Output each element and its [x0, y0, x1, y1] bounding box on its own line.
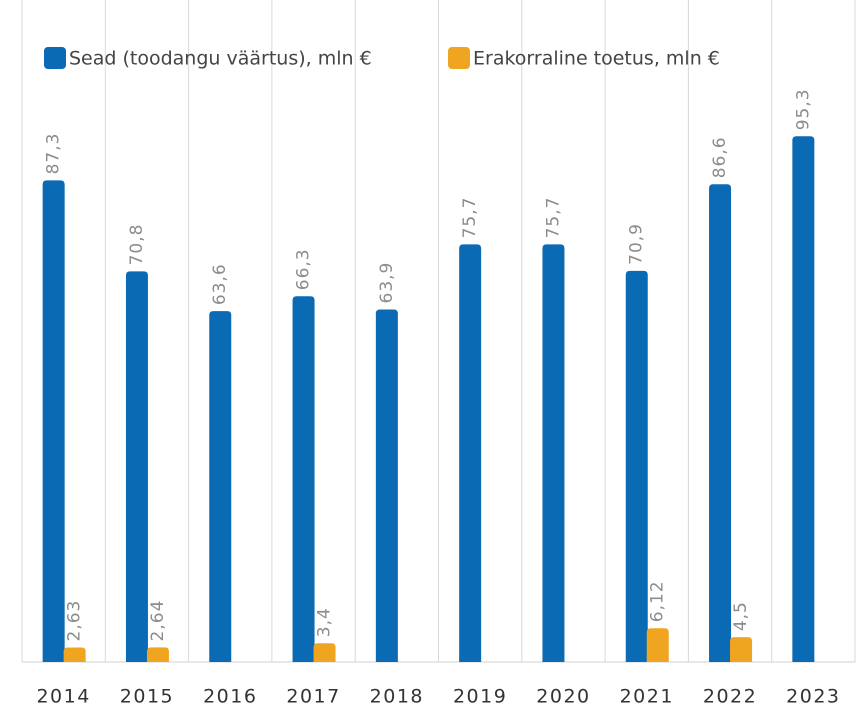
bar	[459, 244, 482, 662]
value-label: 4,5	[731, 601, 751, 631]
legend-swatch	[44, 47, 66, 69]
bar	[625, 270, 648, 662]
value-label: 63,6	[210, 263, 230, 305]
bar	[646, 628, 669, 662]
bar	[313, 643, 336, 662]
bar	[292, 296, 315, 662]
bar	[42, 180, 65, 662]
legend-label: Sead (toodangu väärtus), mln €	[69, 48, 372, 70]
x-tick-label: 2021	[620, 686, 674, 708]
x-tick-label: 2015	[120, 686, 174, 708]
value-label: 63,9	[377, 262, 397, 304]
value-label: 2,63	[65, 600, 85, 642]
value-label: 70,9	[627, 223, 647, 265]
bar	[542, 244, 565, 662]
value-label: 95,3	[793, 88, 813, 130]
bar	[375, 309, 398, 662]
x-tick-label: 2016	[203, 686, 257, 708]
x-tick-label: 2018	[370, 686, 424, 708]
value-label: 6,12	[648, 580, 668, 622]
x-tick-label: 2014	[36, 686, 90, 708]
bar	[792, 136, 815, 663]
bar	[709, 184, 732, 663]
value-label: 86,6	[710, 136, 730, 178]
x-tick-label: 2023	[786, 686, 840, 708]
value-label: 66,3	[294, 248, 314, 290]
value-label: 75,7	[543, 197, 563, 239]
value-label: 2,64	[148, 600, 168, 642]
value-label: 75,7	[460, 197, 480, 239]
value-label: 87,3	[44, 133, 64, 175]
bar	[209, 311, 232, 662]
x-tick-label: 2019	[453, 686, 507, 708]
bar	[63, 647, 86, 662]
legend-label: Erakorraline toetus, mln €	[473, 48, 720, 70]
value-label: 70,8	[127, 224, 147, 266]
value-label: 3,4	[315, 607, 335, 637]
bar	[730, 637, 753, 662]
legend-swatch	[448, 47, 470, 69]
x-tick-label: 2020	[536, 686, 590, 708]
bar	[125, 271, 148, 662]
bar	[146, 647, 169, 662]
x-tick-label: 2017	[286, 686, 340, 708]
x-tick-label: 2022	[703, 686, 757, 708]
